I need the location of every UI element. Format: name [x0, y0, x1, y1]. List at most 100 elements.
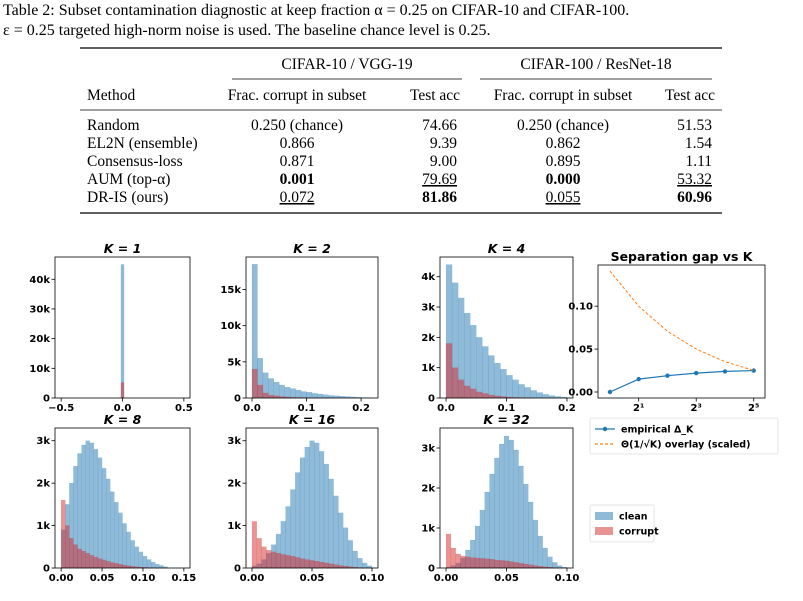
hist-bar — [476, 337, 483, 399]
x-tick-label: 0.15 — [172, 573, 197, 584]
x-tick-label: 0.10 — [131, 573, 156, 584]
hist-bar — [489, 473, 495, 569]
hist-bar — [537, 535, 543, 569]
hist-bar — [122, 564, 127, 569]
legend-label: empirical Δ_K — [621, 425, 694, 436]
hist-bar — [347, 540, 353, 569]
y-tick-label: 0 — [428, 394, 435, 405]
table-cell: 1.11 — [685, 153, 712, 170]
hist-bar — [328, 563, 334, 569]
hist-bar — [295, 389, 302, 399]
hist-bar — [455, 553, 461, 569]
plot-frame — [597, 264, 766, 399]
table-cell: 0.055 — [546, 189, 581, 206]
y-tick-label: 1k — [227, 521, 241, 532]
hist-bar — [352, 550, 358, 569]
group-header: CIFAR-10 / VGG-19 — [281, 56, 412, 73]
plot-frame — [54, 427, 191, 569]
hist-bar — [499, 560, 505, 569]
table-cell: Random — [87, 117, 140, 134]
hist-bar — [284, 387, 291, 399]
hist-bar — [271, 551, 277, 569]
hist-bar — [120, 264, 125, 399]
table-cell: EL2N (ensemble) — [87, 135, 198, 152]
x-tick-label: 0.00 — [49, 573, 74, 584]
series-line — [609, 270, 754, 372]
x-tick-label: 0.00 — [434, 573, 459, 584]
hist-bar — [494, 457, 500, 569]
hist-bar — [101, 468, 107, 569]
x-tick-label: 0.10 — [360, 573, 385, 584]
table-cell: 9.39 — [430, 135, 457, 152]
y-tick-label: 30k — [29, 304, 50, 315]
hist-bar — [110, 491, 115, 569]
table-cell: 51.53 — [677, 117, 712, 134]
hist-bar — [552, 562, 558, 569]
hist-bar — [138, 551, 144, 569]
table-cell: 0.866 — [280, 135, 315, 152]
hist-bar — [122, 523, 127, 569]
hist-bar — [285, 555, 291, 569]
y-tick-label: 2k — [421, 484, 435, 495]
x-tick-label: 0.5 — [175, 403, 193, 414]
hist-bar — [93, 449, 99, 569]
hist-bar — [513, 562, 519, 569]
table-cell: 0.862 — [546, 135, 581, 152]
caption-line: ε = 0.25 targeted high-norm noise is use… — [3, 22, 490, 39]
y-tick-label: 2k — [36, 479, 50, 490]
hist-bar — [518, 563, 524, 569]
table-cell: 0.000 — [546, 171, 581, 188]
column-header: Test acc — [410, 87, 460, 104]
hist-bar — [333, 495, 339, 569]
x-tick-label: 0.1 — [498, 403, 516, 414]
hist-bar — [134, 546, 140, 569]
x-tick-label: 0.00 — [240, 573, 265, 584]
table-cell: 79.69 — [422, 171, 457, 188]
hist-bar — [251, 521, 257, 569]
hist-bar — [319, 561, 325, 569]
hist-bar — [126, 531, 131, 569]
x-tick-label: 2³ — [691, 403, 702, 414]
caption-line: Table 2: Subset contamination diagnostic… — [3, 2, 629, 19]
hist-bar — [513, 449, 519, 569]
hist-bar — [65, 525, 70, 569]
hist-bar — [273, 381, 280, 399]
y-tick-label: 40k — [29, 275, 50, 286]
table-cell: 0.250 (chance) — [251, 117, 343, 134]
x-tick-label: 0.05 — [494, 573, 519, 584]
hist-bar — [97, 457, 103, 569]
y-tick-label: 0 — [234, 394, 241, 405]
hist-bar — [319, 451, 325, 569]
y-tick-label: 0 — [43, 394, 50, 405]
series-marker — [665, 373, 670, 378]
hist-bar — [532, 519, 539, 569]
hist-bar — [362, 562, 368, 569]
table-cell: 1.54 — [685, 135, 712, 152]
series-line — [609, 369, 754, 393]
hist-bar — [450, 547, 456, 569]
hist-bar — [343, 527, 349, 569]
hist-bar — [105, 478, 111, 569]
legend-label: clean — [619, 512, 648, 523]
hist-bar — [503, 435, 510, 569]
hist-bar — [142, 555, 148, 569]
hist-bar — [89, 442, 95, 569]
y-tick-label: 3k — [421, 444, 435, 455]
hist-bar — [488, 394, 495, 399]
series-marker — [722, 369, 728, 374]
x-tick-label: 0.05 — [300, 573, 325, 584]
hist-bar — [299, 558, 305, 569]
hist-bar — [482, 393, 489, 399]
hist-bar — [93, 556, 99, 569]
table-cell: 81.86 — [422, 189, 457, 206]
y-tick-label: 1k — [421, 363, 435, 374]
table-cell: 53.32 — [677, 171, 712, 188]
hist-bar — [528, 501, 534, 569]
y-tick-label: 0.10 — [568, 302, 593, 313]
hist-bar — [536, 392, 543, 399]
hist-bar — [500, 369, 507, 399]
hist-bar — [73, 544, 78, 569]
hist-bar — [470, 557, 476, 569]
chart-title: K = 32 — [483, 412, 529, 427]
